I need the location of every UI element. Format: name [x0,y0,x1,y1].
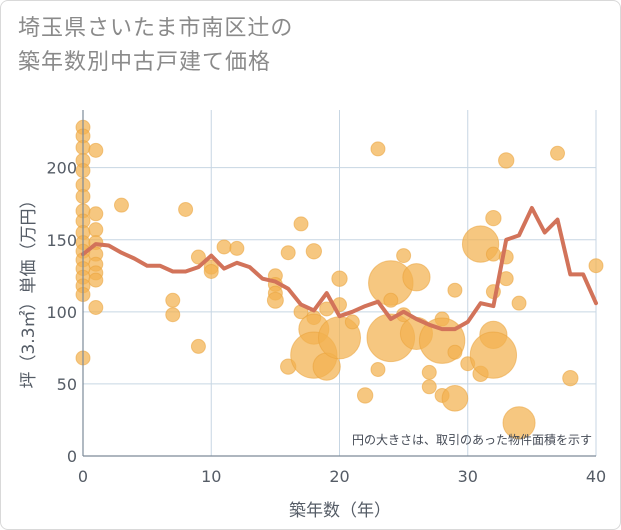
data-bubble [190,249,206,265]
data-bubble [305,243,323,260]
data-bubble [447,282,463,298]
x-tick-label: 10 [201,467,221,486]
data-bubble [88,272,104,288]
chart-title-line-1: 埼玉県さいたま市南区辻の [18,16,294,41]
data-bubble [370,362,386,377]
bubble-size-note: 円の大きさは、取引のあった物件面積を示す [352,432,592,447]
chart-title: 埼玉県さいたま市南区辻の 築年数別中古戸建て価格 [18,12,438,80]
data-bubble [447,344,463,360]
data-bubble [469,331,518,379]
data-bubble [165,307,181,323]
data-bubble [588,258,604,274]
x-tick-label: 0 [78,467,88,486]
data-bubble [190,338,206,354]
data-bubble [485,209,502,227]
data-bubble [356,387,374,404]
y-axis-title: 坪（3.3㎡）単価（万円） [19,191,39,388]
data-bubble [421,379,437,395]
data-bubble [280,245,296,261]
data-bubble [229,240,245,256]
trend-line [81,206,598,332]
data-bubble [216,239,232,255]
y-tick-label: 0 [67,447,77,466]
data-bubble [421,364,437,380]
data-bubble [203,263,219,279]
data-bubble [88,300,104,316]
axes: 0 50 100 150 200 0 10 20 30 40 [46,110,606,486]
data-bubble [165,292,181,308]
data-bubble [396,248,412,264]
x-tick-label: 20 [329,467,349,486]
chart-title-line-2: 築年数別中古戸建て価格 [18,50,272,75]
data-bubble [178,201,194,217]
y-tick-label: 50 [57,375,77,394]
y-tick-label: 200 [46,159,77,178]
data-bubble [266,291,284,309]
data-bubble [293,216,309,232]
data-bubble [498,152,515,169]
data-bubble [88,222,104,238]
data-bubble [402,263,431,292]
y-tick-label: 100 [46,303,77,322]
data-bubble [511,295,527,311]
x-tick-label: 30 [458,467,478,486]
y-tick-label: 150 [46,231,77,250]
data-bubble [383,292,399,308]
data-bubble [370,141,386,157]
data-bubble [113,197,129,213]
data-bubble [88,206,104,222]
data-bubble [441,384,469,412]
data-bubble [331,270,348,287]
data-bubble [344,314,360,330]
x-tick-label: 40 [586,467,606,486]
data-bubble [562,369,579,387]
x-axis-title: 築年数（年） [289,501,391,521]
data-bubble [502,406,536,440]
data-bubble [485,246,501,262]
data-bubble [88,142,104,158]
data-bubble [550,145,566,161]
